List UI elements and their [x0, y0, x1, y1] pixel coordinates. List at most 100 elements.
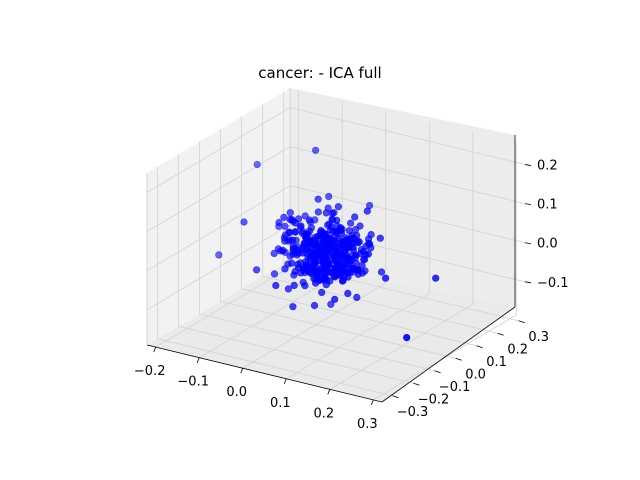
- data-point: [215, 251, 223, 259]
- data-point: [301, 282, 309, 290]
- data-point: [291, 219, 300, 227]
- y-tick-mark: [476, 345, 483, 349]
- data-point: [360, 256, 368, 264]
- data-point: [327, 300, 335, 308]
- y-tick-mark: [434, 370, 441, 374]
- data-point: [382, 274, 390, 282]
- data-point: [290, 271, 298, 279]
- tick-labels: −0.2−0.10.00.10.20.3−0.3−0.2−0.10.00.10.…: [134, 159, 569, 432]
- data-point: [240, 218, 248, 226]
- z-tick-mark: [524, 203, 532, 206]
- data-point: [294, 264, 303, 272]
- data-point: [296, 223, 305, 231]
- data-point: [403, 334, 411, 342]
- data-point: [338, 277, 347, 285]
- data-point: [305, 216, 314, 224]
- data-point: [322, 281, 330, 289]
- y-tick-label: 0.3: [528, 330, 549, 345]
- data-point: [307, 253, 315, 261]
- data-point: [289, 236, 297, 244]
- y-gridline: [283, 91, 519, 322]
- data-point: [310, 301, 319, 310]
- x-gridline: [329, 132, 474, 390]
- data-point: [253, 160, 261, 169]
- x-tick-mark: [370, 399, 374, 406]
- y-gridline: [262, 104, 498, 334]
- y-gridline: [220, 129, 456, 359]
- data-point: [314, 208, 322, 216]
- z-tick-mark: [524, 281, 532, 284]
- y-gridline: [241, 116, 477, 347]
- y-tick-mark: [518, 320, 525, 324]
- data-point: [312, 146, 320, 154]
- z-tick-mark: [524, 164, 532, 166]
- x-axis-line: [146, 344, 383, 403]
- x-tick-label: −0.1: [177, 375, 209, 390]
- data-point: [352, 259, 360, 267]
- x-tick-label: 0.1: [270, 396, 291, 411]
- x-gridline: [242, 111, 387, 369]
- data-point: [303, 245, 311, 253]
- z-tick-mark: [524, 242, 532, 245]
- data-point: [270, 249, 278, 257]
- data-point: [336, 224, 345, 232]
- data-point: [318, 288, 326, 297]
- data-point: [377, 268, 386, 276]
- data-point: [286, 209, 294, 217]
- data-point: [320, 269, 328, 277]
- y-tick-label: 0.1: [486, 355, 507, 370]
- data-point: [325, 192, 333, 201]
- data-points: [215, 146, 440, 342]
- data-point: [352, 251, 360, 259]
- data-point: [272, 281, 280, 290]
- x-gridline: [373, 142, 517, 401]
- data-point: [320, 243, 328, 251]
- x-tick-mark: [240, 368, 244, 374]
- y-gridline: [157, 166, 393, 397]
- data-point: [353, 293, 361, 302]
- data-point: [304, 230, 312, 238]
- y-tick-label: −0.2: [418, 392, 450, 407]
- data-point: [353, 266, 362, 275]
- data-point: [289, 247, 297, 255]
- data-point: [303, 262, 311, 270]
- data-point: [363, 207, 371, 215]
- data-point: [289, 303, 297, 311]
- data-point: [314, 195, 322, 203]
- y-gridline: [178, 154, 414, 384]
- data-point: [322, 236, 331, 244]
- data-point: [344, 273, 352, 281]
- data-point: [281, 222, 289, 230]
- data-point: [314, 232, 322, 240]
- x-gridline: [286, 121, 430, 380]
- data-point: [281, 265, 289, 273]
- data-point: [341, 239, 349, 247]
- data-point: [253, 266, 261, 274]
- y-tick-mark: [455, 357, 462, 361]
- data-point: [270, 270, 279, 278]
- data-point: [286, 252, 294, 260]
- data-point: [351, 213, 359, 221]
- data-point: [275, 218, 283, 227]
- x-tick-label: 0.3: [357, 417, 378, 432]
- x-tick-mark: [153, 346, 157, 353]
- data-point: [333, 216, 341, 224]
- data-point: [350, 234, 358, 242]
- z-tick-label: 0.0: [537, 237, 558, 252]
- y-gridline: [199, 141, 435, 372]
- data-point: [322, 209, 330, 217]
- data-point: [319, 253, 327, 261]
- data-point: [335, 271, 344, 279]
- y-axis-line: [381, 306, 516, 403]
- data-point: [325, 260, 333, 268]
- data-point: [312, 275, 320, 283]
- x-tick-label: −0.2: [134, 364, 166, 379]
- y-tick-mark: [497, 332, 504, 336]
- x-tick-mark: [327, 389, 331, 395]
- data-point: [279, 246, 287, 255]
- data-point: [432, 274, 440, 282]
- data-point: [290, 281, 298, 290]
- data-point: [328, 209, 337, 217]
